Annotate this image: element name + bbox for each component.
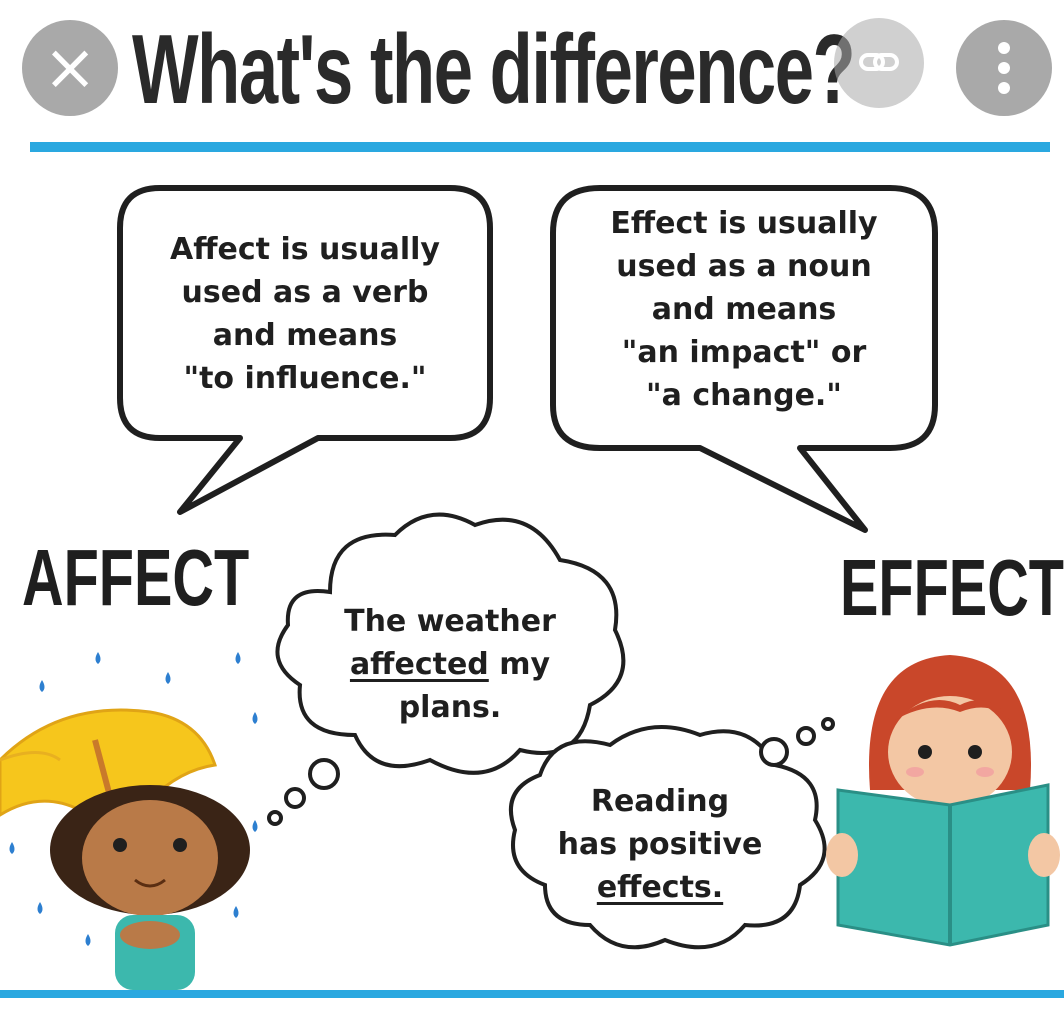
effect-definition-text: Effect is usually used as a noun and mea… — [553, 202, 935, 417]
face — [888, 696, 1012, 808]
effect-thought-cloud — [509, 725, 827, 950]
affect-thought-cloud — [275, 512, 626, 775]
thought-dot-3 — [267, 810, 283, 826]
thought-dot-6 — [821, 717, 835, 731]
book — [836, 783, 1050, 947]
effect-speech-bubble — [550, 185, 938, 533]
effect-definition-line: used as a noun — [616, 249, 872, 284]
effect-definition-line: "a change." — [646, 378, 842, 413]
effect-example-text: Reading has positive effects. — [530, 780, 790, 909]
raindrop — [37, 902, 43, 914]
thought-dot-2 — [284, 787, 306, 809]
effect-definition-line: Effect is usually — [610, 206, 878, 241]
affect-definition-line: and means — [212, 318, 398, 353]
affect-definition-line: used as a verb — [181, 275, 429, 310]
link-icon — [859, 53, 899, 71]
girl-with-umbrella — [0, 708, 250, 990]
girl-reading — [826, 655, 1060, 947]
effect-example-line: effects. — [530, 866, 790, 909]
affect-label: AFFECT — [22, 533, 250, 622]
link-button[interactable] — [834, 18, 924, 108]
raindrop — [252, 712, 258, 724]
affected-word: affected — [349, 647, 489, 682]
close-button[interactable]: × — [22, 20, 118, 116]
title-underline — [30, 142, 1050, 152]
affect-speech-bubble — [117, 185, 493, 515]
effect-example-line: has positive — [557, 827, 763, 862]
more-vertical-icon — [998, 42, 1010, 94]
thought-dot-5 — [796, 726, 816, 746]
affect-example-after: my — [488, 647, 551, 682]
affect-example-line: The weather — [344, 604, 556, 639]
raindrop — [165, 672, 171, 684]
affect-example-line: affected my — [310, 643, 590, 686]
raindrop — [9, 842, 15, 854]
bottom-rule — [0, 990, 1064, 998]
effects-word: effects. — [596, 870, 724, 905]
raindrop — [95, 652, 101, 664]
affect-example-text: The weather affected my plans. — [310, 600, 590, 729]
effect-definition-line: "an impact" or — [621, 335, 867, 370]
raindrop — [235, 652, 241, 664]
affect-definition-line: Affect is usually — [170, 232, 440, 267]
raindrop — [252, 820, 258, 832]
affect-definition-text: Affect is usually used as a verb and mea… — [120, 228, 490, 400]
effect-example-line: Reading — [590, 784, 730, 819]
raindrop — [233, 906, 239, 918]
face — [82, 800, 218, 916]
affect-example-line: plans. — [398, 690, 502, 725]
effect-label: EFFECT — [840, 543, 1064, 632]
effect-definition-line: and means — [651, 292, 837, 327]
affect-definition-line: "to influence." — [183, 361, 427, 396]
thought-dot-1 — [308, 758, 340, 790]
thought-dot-4 — [759, 737, 789, 767]
more-options-button[interactable] — [956, 20, 1052, 116]
raindrop — [39, 680, 45, 692]
raindrop — [85, 934, 91, 946]
page-title: What's the difference? — [132, 14, 856, 124]
close-icon: × — [43, 31, 97, 105]
